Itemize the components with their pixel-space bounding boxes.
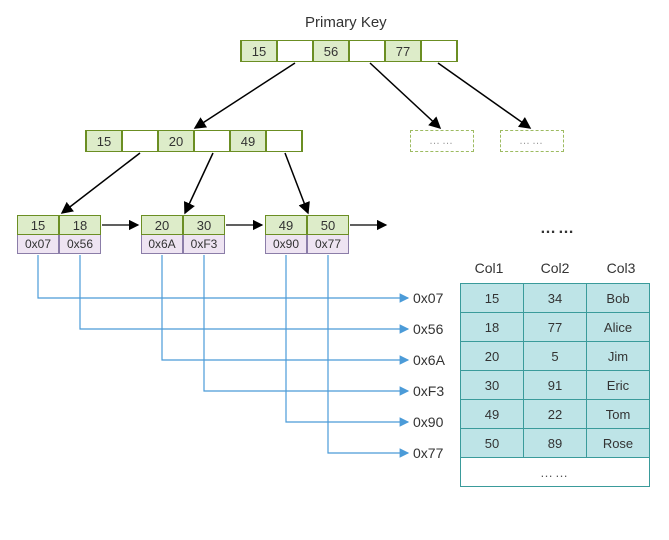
internal-gap-2 (266, 131, 302, 151)
leaf2-key1: 50 (307, 215, 349, 235)
cell: 89 (524, 429, 587, 458)
cell: 20 (461, 342, 524, 371)
table-row-more: …… (461, 458, 650, 487)
leaf0-key0: 15 (17, 215, 59, 235)
placeholder-node-1: …… (410, 130, 474, 152)
cell: 50 (461, 429, 524, 458)
table-row: 5089Rose (461, 429, 650, 458)
table-row: 1877Alice (461, 313, 650, 342)
leaf1-key1: 30 (183, 215, 225, 235)
internal-key-2: 49 (230, 131, 266, 151)
cell: 30 (461, 371, 524, 400)
cell: Jim (587, 342, 650, 371)
root-key-2: 77 (385, 41, 421, 61)
cell: Eric (587, 371, 650, 400)
placeholder-node-2: …… (500, 130, 564, 152)
root-gap-2 (421, 41, 457, 61)
leaf0-key1: 18 (59, 215, 101, 235)
cell: 5 (524, 342, 587, 371)
cell: 15 (461, 284, 524, 313)
leaf1-ptr0: 0x6A (141, 235, 183, 254)
col-header-2: Col3 (590, 260, 652, 276)
leaf2-ptr0: 0x90 (265, 235, 307, 254)
cell: 22 (524, 400, 587, 429)
ptr-label-5: 0x77 (413, 445, 443, 461)
leaf1-key0: 20 (141, 215, 183, 235)
table-row: 3091Eric (461, 371, 650, 400)
root-key-0: 15 (241, 41, 277, 61)
cell: Alice (587, 313, 650, 342)
ptr-label-2: 0x6A (413, 352, 445, 368)
root-node: 15 56 77 (240, 40, 458, 62)
leaf1-ptr1: 0xF3 (183, 235, 225, 254)
ptr-label-1: 0x56 (413, 321, 443, 337)
leaf0-ptr0: 0x07 (17, 235, 59, 254)
cell: 49 (461, 400, 524, 429)
cell: 91 (524, 371, 587, 400)
cell: 34 (524, 284, 587, 313)
internal-key-0: 15 (86, 131, 122, 151)
ptr-label-0: 0x07 (413, 290, 443, 306)
more-cell: …… (461, 458, 650, 487)
root-gap-0 (277, 41, 313, 61)
cell: Tom (587, 400, 650, 429)
leaf2-key0: 49 (265, 215, 307, 235)
root-gap-1 (349, 41, 385, 61)
ptr-label-4: 0x90 (413, 414, 443, 430)
internal-key-1: 20 (158, 131, 194, 151)
col-header-0: Col1 (458, 260, 520, 276)
root-key-1: 56 (313, 41, 349, 61)
internal-node: 15 20 49 (85, 130, 303, 152)
data-table: 1534Bob 1877Alice 205Jim 3091Eric 4922To… (460, 283, 650, 487)
table-row: 4922Tom (461, 400, 650, 429)
cell: 18 (461, 313, 524, 342)
leaf-node-1: 200x6A 300xF3 (141, 215, 225, 254)
leaf-node-0: 150x07 180x56 (17, 215, 101, 254)
cell: 77 (524, 313, 587, 342)
leaf0-ptr1: 0x56 (59, 235, 101, 254)
col-header-1: Col2 (524, 260, 586, 276)
diagram-title: Primary Key (305, 14, 387, 31)
ellipsis-leaves: …… (540, 220, 576, 238)
table-row: 205Jim (461, 342, 650, 371)
cell: Bob (587, 284, 650, 313)
leaf-node-2: 490x90 500x77 (265, 215, 349, 254)
leaf2-ptr1: 0x77 (307, 235, 349, 254)
ptr-label-3: 0xF3 (413, 383, 444, 399)
internal-gap-1 (194, 131, 230, 151)
cell: Rose (587, 429, 650, 458)
table-row: 1534Bob (461, 284, 650, 313)
internal-gap-0 (122, 131, 158, 151)
